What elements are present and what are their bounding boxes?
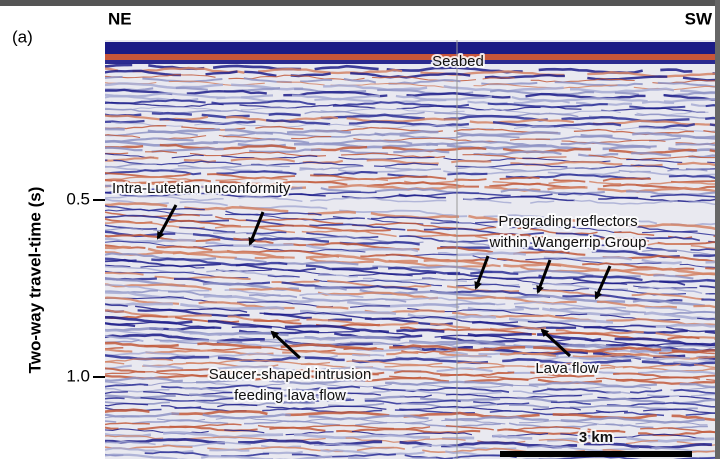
- scale-label: 3 km: [579, 429, 613, 446]
- tick-label: 1.0: [66, 366, 90, 385]
- reflector: [105, 60, 715, 64]
- intrusion-label: feeding lava flow: [234, 387, 346, 404]
- prograding-label: Prograding reflectors: [498, 213, 637, 230]
- right-border: [715, 0, 720, 459]
- lava-label: Lava flow: [535, 360, 599, 377]
- scale-bar: [500, 451, 692, 457]
- reflector: [105, 54, 715, 60]
- prograding-label: within Wangerrip Group: [488, 234, 646, 251]
- seabed-label: Seabed: [432, 53, 484, 70]
- top-border: [0, 0, 720, 6]
- axis-label: Two-way travel-time (s): [25, 187, 44, 374]
- panel-label: (a): [12, 27, 33, 46]
- intrusion-label: Saucer-shaped intrusion: [209, 366, 372, 383]
- figure: (a) NE SW Two-way travel-time (s) 0.5 1.…: [0, 0, 720, 459]
- unconformity-label: Intra-Lutetian unconformity: [112, 180, 291, 197]
- direction-sw: SW: [685, 9, 713, 28]
- reflector: [105, 42, 715, 54]
- direction-ne: NE: [108, 9, 132, 28]
- tick-label: 0.5: [66, 189, 90, 208]
